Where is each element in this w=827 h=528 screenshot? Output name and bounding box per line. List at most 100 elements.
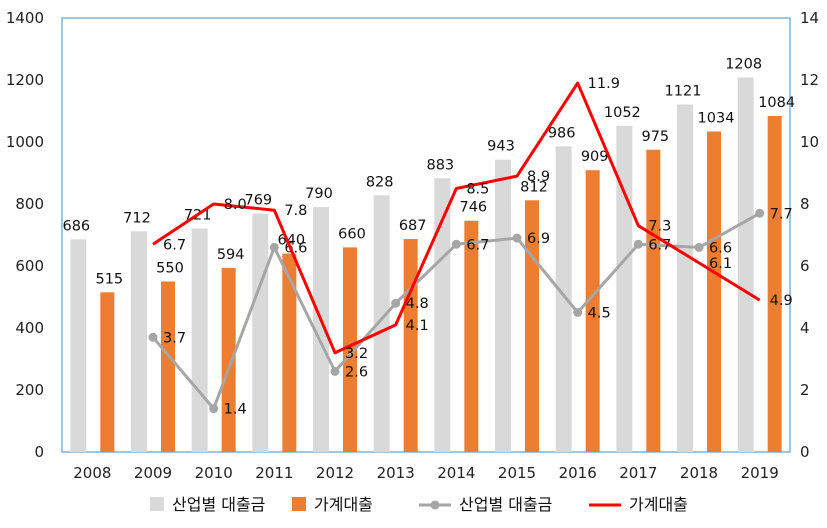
bar-household-loans [221,267,236,452]
line-household-loans-label: 8.5 [466,182,489,198]
bar-total-loans-label: 986 [548,125,576,141]
legend-label: 산업별 대출금 [459,495,552,514]
bar-total-loans-label: 943 [487,139,515,155]
bar-total-loans [616,125,633,452]
line-total-loans-label: 3.7 [163,330,186,346]
bar-household-loans-label: 746 [459,200,487,216]
y-left-tick-label: 200 [15,381,44,399]
bar-total-loans [70,239,87,452]
line-household-loans-label: 8.9 [527,169,550,185]
y-right-tick-label: 2 [800,381,810,399]
line-total-loans-point [148,332,158,342]
line-total-loans-point [694,242,704,252]
line-total-loans-point [451,239,461,249]
x-tick-label: 2017 [619,464,657,482]
bar-household-loans [403,239,418,452]
y-right-tick-label: 10 [800,133,819,151]
line-household-loans-label: 8.0 [224,197,247,213]
line-household-loans-growth [152,81,761,355]
bar-total-loans-label: 828 [366,174,394,190]
bar-household-loans-label: 1034 [698,110,735,126]
bar-total-loans [131,231,147,452]
x-tick-label: 2008 [73,464,111,482]
bar-total-loans-label: 686 [62,218,90,234]
bar-household-loans [161,281,175,452]
bar-total-loans [434,178,451,452]
bar-household-loans [100,292,115,452]
bar-household-loans [343,247,357,452]
bar-total-loans [677,104,693,453]
line-total-loans-point [209,404,219,414]
bar-household-loans-label: 812 [520,179,548,195]
line-household-loans-label: 7.3 [648,219,671,235]
legend-label: 산업별 대출금 [172,495,265,514]
bar-total-loans [191,228,208,452]
line-total-loans-label: 6.7 [466,237,489,253]
bar-total-loans-label: 1052 [604,105,641,121]
line-total-loans-point [512,233,522,243]
bar-household-loans-label: 660 [338,226,366,242]
line-total-loans-label: 6.9 [527,231,550,247]
line-household-loans-label: 4.9 [770,293,793,309]
bar-household-loans-label: 594 [217,247,245,263]
line-total-loans-point [755,208,765,218]
y-right-tick-label: 8 [800,195,810,213]
y-left-tick-label: 800 [15,195,44,213]
line-total-loans-label: 7.7 [770,206,793,222]
line-household-loans-label: 3.2 [345,346,368,362]
bar-total-loans [373,195,390,452]
x-tick-label: 2018 [680,464,718,482]
y-left-tick-label: 600 [15,257,44,275]
bar-total-loans [252,213,269,452]
bar-household-loans [282,253,297,452]
legend-label: 가계대출 [314,495,373,514]
bar-household-loans-label: 1084 [758,95,795,111]
x-tick-label: 2011 [255,464,293,482]
line-household-loans-label: 11.9 [588,76,620,92]
legend-swatch [150,497,164,511]
y-left-tick-label: 1200 [6,71,44,89]
line-household-loans-label: 7.8 [284,203,307,219]
line-total-loans-label: 6.6 [709,240,732,256]
plot-frame [61,17,791,453]
bar-total-loans [555,146,572,452]
bar-total-loans-label: 712 [123,210,151,226]
bar-total-loans-label: 1208 [725,57,762,73]
line-total-loans-point [391,298,401,308]
bar-household-loans [646,149,661,452]
bar-household-loans [767,115,782,453]
bar-household-loans [525,200,539,452]
bar-total-loans-label: 883 [426,157,454,173]
line-total-loans-point [573,308,583,317]
x-tick-label: 2015 [498,464,536,482]
y-right-tick-label: 6 [800,257,810,275]
line-total-loans-point [330,366,340,376]
line-total-loans-label: 2.6 [345,364,368,380]
y-left-tick-label: 400 [15,319,44,337]
x-tick-label: 2013 [377,464,415,482]
bar-household-loans [585,170,600,452]
x-tick-label: 2016 [559,464,597,482]
line-total-loans-label: 4.8 [406,296,429,312]
bar-household-loans-label: 975 [641,129,669,145]
bar-household-loans-label: 515 [95,271,123,287]
bar-total-loans [737,77,754,453]
legend-label: 가계대출 [629,495,688,514]
bar-household-loans-label: 687 [399,218,427,234]
y-left-tick-label: 1000 [6,133,44,151]
bar-total-loans-label: 769 [244,193,272,209]
bar-total-loans-label: 790 [305,186,333,202]
y-right-tick-label: 0 [800,443,810,461]
bar-household-loans-label: 909 [581,149,609,165]
y-left-tick-label: 1400 [6,9,44,27]
bar-total-loans [495,159,511,453]
y-left-tick-label: 0 [34,443,44,461]
y-right-tick-label: 14 [800,9,819,27]
x-tick-label: 2010 [195,464,233,482]
x-tick-label: 2009 [134,464,172,482]
x-tick-label: 2014 [437,464,475,482]
line-household-loans-label: 6.1 [709,256,732,272]
legend-swatch [292,497,306,511]
line-total-loans-point [633,239,643,249]
line-total-loans-point [269,242,279,252]
